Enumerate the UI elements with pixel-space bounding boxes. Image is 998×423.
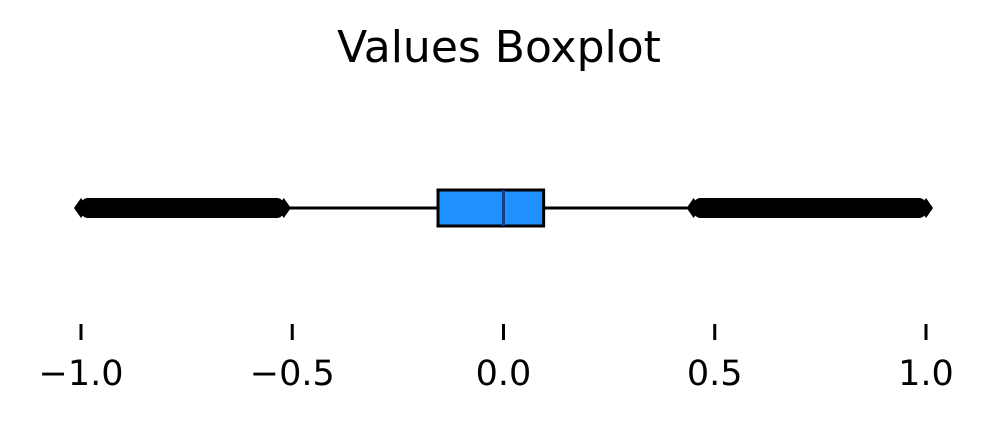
x-tick-label: 1.0 bbox=[898, 354, 954, 394]
chart-title: Values Boxplot bbox=[337, 22, 661, 73]
outlier-layer bbox=[74, 198, 933, 218]
outlier-band-0 bbox=[81, 198, 284, 218]
outlier-band-1 bbox=[693, 198, 926, 218]
x-axis: −1.0 −0.5 0.0 0.5 1.0 bbox=[39, 324, 954, 394]
outlier-marker-0-0 bbox=[74, 198, 88, 218]
x-tick-label: −1.0 bbox=[39, 354, 124, 394]
iqr-box bbox=[436, 188, 546, 228]
x-tick-label: −0.5 bbox=[250, 354, 335, 394]
x-tick-label: 0.0 bbox=[476, 354, 532, 394]
x-tick-label: 0.5 bbox=[687, 354, 743, 394]
outlier-marker-1-1 bbox=[919, 198, 933, 218]
